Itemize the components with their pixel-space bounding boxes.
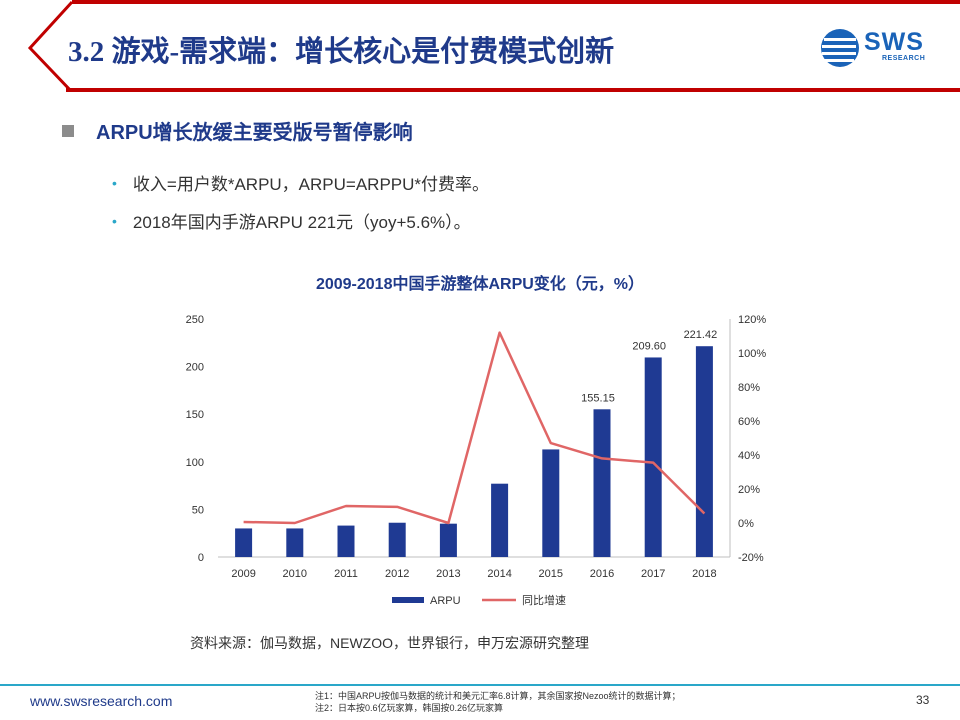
bullet-item: • 收入=用户数*ARPU，ARPU=ARPPU*付费率。 (112, 170, 489, 195)
bullet-item: • 2018年国内手游ARPU 221元（yoy+5.6%）。 (112, 208, 471, 233)
logo-text: SWS (864, 28, 924, 56)
chart-title: 2009-2018中国手游整体ARPU变化（元，%） (315, 276, 645, 293)
x-tick-label: 2009 (231, 568, 255, 580)
bar (388, 522, 406, 557)
y-left-tick-label: 250 (186, 314, 204, 326)
page-title: 3.2 游戏-需求端：增长核心是付费模式创新 (68, 36, 615, 68)
bullet-text: 2018年国内手游ARPU 221元（yoy+5.6%）。 (132, 213, 471, 232)
x-tick-label: 2018 (692, 568, 716, 580)
y-right-tick-label: 60% (738, 416, 760, 428)
logo-subtext: RESEARCH (882, 55, 926, 62)
footer-note: 注1：中国ARPU按伽马数据的统计和美元汇率6.8计算，其余国家按Nezoo统计… (315, 691, 681, 701)
y-right-tick-label: 80% (738, 382, 760, 394)
logo-mark-icon (821, 29, 859, 67)
x-tick-label: 2015 (539, 568, 563, 580)
y-right-tick-label: 20% (738, 484, 760, 496)
footer-notes: 注1：中国ARPU按伽马数据的统计和美元汇率6.8计算，其余国家按Nezoo统计… (315, 690, 681, 714)
bar (337, 525, 355, 557)
sws-logo: SWS RESEARCH (820, 26, 940, 70)
x-tick-label: 2011 (334, 568, 358, 580)
bar (491, 483, 509, 557)
y-left-tick-label: 0 (198, 552, 204, 564)
bar (439, 523, 457, 557)
bar-data-label: 209.60 (632, 340, 666, 352)
legend-label-arpu: ARPU (430, 595, 461, 607)
y-right-tick-label: 120% (738, 314, 766, 326)
bar-data-label: 221.42 (684, 329, 718, 341)
square-bullet-icon (62, 125, 74, 137)
bar (593, 409, 611, 557)
y-right-tick-label: 40% (738, 450, 760, 462)
dot-bullet-icon: • (112, 213, 117, 229)
footer-note: 注2：日本按0.6亿玩家算，韩国按0.26亿玩家算 (315, 703, 504, 713)
x-tick-label: 2014 (487, 568, 511, 580)
footer-url[interactable]: www.swsresearch.com (30, 693, 173, 709)
x-tick-label: 2012 (385, 568, 409, 580)
x-tick-label: 2016 (590, 568, 614, 580)
growth-line (243, 331, 706, 525)
legend-label-growth: 同比增速 (522, 593, 566, 607)
source-note: 资料来源：伽马数据，NEWZOO，世界银行，申万宏源研究整理 (190, 635, 589, 651)
x-tick-label: 2010 (283, 568, 307, 580)
dot-bullet-icon: • (112, 175, 117, 191)
page-number: 33 (916, 693, 930, 707)
bar (542, 449, 560, 557)
bar (695, 346, 713, 557)
legend-swatch-arpu (392, 597, 424, 603)
y-right-tick-label: 0% (738, 518, 754, 530)
y-left-tick-label: 150 (186, 409, 204, 421)
bar (286, 528, 304, 557)
bar (644, 357, 662, 557)
y-left-tick-label: 50 (192, 504, 204, 516)
y-right-tick-label: 100% (738, 348, 766, 360)
y-right-tick-label: -20% (738, 552, 764, 564)
bar (235, 528, 253, 557)
x-tick-label: 2013 (436, 568, 460, 580)
header-banner (27, 0, 960, 92)
y-left-tick-label: 100 (186, 457, 204, 469)
section-heading-text: ARPU增长放缓主要受版号暂停影响 (96, 122, 413, 144)
section-heading: ARPU增长放缓主要受版号暂停影响 (62, 116, 413, 145)
arpu-chart: 0 50 100 150 200 250 -20% 0% 20% 40% 60% 80% 100% 120… (186, 314, 767, 607)
x-tick-label: 2017 (641, 568, 665, 580)
y-left-tick-label: 200 (186, 362, 204, 374)
footer-divider (0, 684, 960, 686)
bar-data-label: 155.15 (581, 392, 615, 404)
bullet-text: 收入=用户数*ARPU，ARPU=ARPPU*付费率。 (132, 175, 490, 194)
